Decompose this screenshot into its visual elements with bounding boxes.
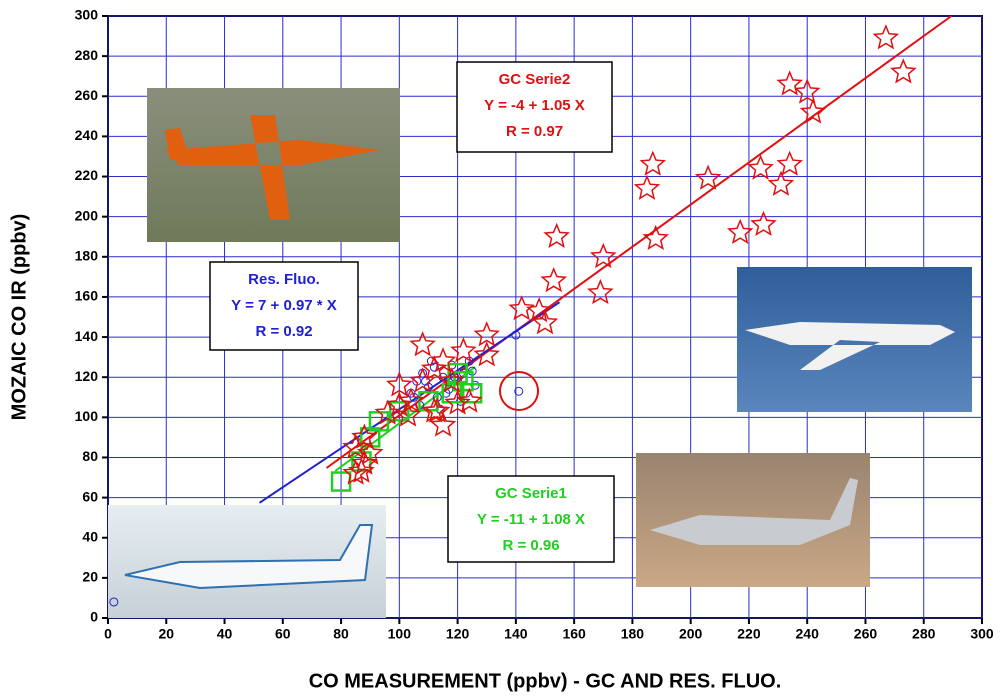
- y-tick-label: 0: [90, 609, 98, 625]
- y-axis-label: MOZAIC CO IR (ppbv): [8, 214, 30, 421]
- y-tick-label: 20: [82, 569, 98, 585]
- x-tick-label: 200: [679, 626, 703, 642]
- y-tick-label: 180: [75, 248, 99, 264]
- x-tick-label: 120: [446, 626, 470, 642]
- x-tick-label: 140: [504, 626, 528, 642]
- annotation-text: Res. Fluo.: [248, 271, 320, 288]
- x-tick-label: 160: [562, 626, 586, 642]
- x-tick-label: 60: [275, 626, 291, 642]
- annotation-text: Y = -4 + 1.05 X: [484, 97, 585, 114]
- y-tick-label: 280: [75, 47, 99, 63]
- annotation-text: R = 0.92: [255, 323, 312, 340]
- y-tick-label: 120: [75, 368, 99, 384]
- x-tick-label: 0: [104, 626, 112, 642]
- y-tick-label: 200: [75, 207, 99, 223]
- x-tick-label: 220: [737, 626, 761, 642]
- y-tick-label: 240: [75, 127, 99, 143]
- y-tick-label: 160: [75, 288, 99, 304]
- x-tick-label: 20: [158, 626, 174, 642]
- y-tick-label: 260: [75, 87, 99, 103]
- annotation-text: Y = 7 + 0.97 * X: [231, 297, 337, 314]
- chart: 0204060801001201401601802002202402602803…: [0, 0, 1003, 697]
- y-tick-label: 80: [82, 448, 98, 464]
- y-tick-label: 140: [75, 328, 99, 344]
- x-tick-label: 180: [621, 626, 645, 642]
- x-tick-label: 280: [912, 626, 936, 642]
- y-tick-label: 220: [75, 167, 99, 183]
- page: {"chart_data": {"type": "scatter", "xlab…: [0, 0, 1003, 697]
- annotation-text: R = 0.97: [506, 123, 563, 140]
- x-tick-label: 40: [217, 626, 233, 642]
- y-tick-label: 300: [75, 7, 99, 23]
- y-tick-label: 60: [82, 488, 98, 504]
- x-axis-label: CO MEASUREMENT (ppbv) - GC AND RES. FLUO…: [309, 670, 782, 692]
- annotation-text: Y = -11 + 1.08 X: [477, 511, 585, 528]
- annotation-text: GC Serie1: [495, 485, 567, 502]
- x-tick-label: 300: [970, 626, 994, 642]
- x-tick-label: 100: [388, 626, 412, 642]
- y-tick-label: 40: [82, 528, 98, 544]
- annotation-text: R = 0.96: [502, 537, 559, 554]
- x-tick-label: 240: [796, 626, 820, 642]
- y-tick-label: 100: [75, 408, 99, 424]
- x-tick-label: 80: [333, 626, 349, 642]
- annotation-text: GC Serie2: [499, 71, 571, 88]
- x-tick-label: 260: [854, 626, 878, 642]
